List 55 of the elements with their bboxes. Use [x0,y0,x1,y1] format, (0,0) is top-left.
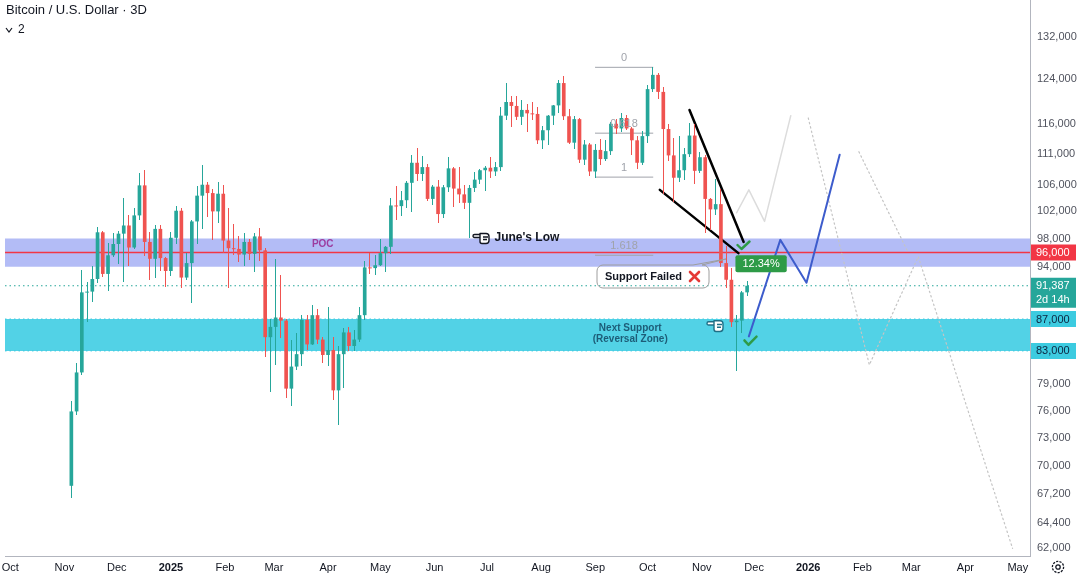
y-tick-label: 62,000 [1037,541,1071,554]
y-tick-label: 102,000 [1037,204,1077,217]
series-label: 0 [620,51,628,64]
y-tick-label: 64,400 [1037,515,1071,528]
x-tick-label: Mar [901,560,922,573]
chart-title: Bitcoin / U.S. Dollar · 3D [6,1,147,17]
ref-line-label: 96,000 [1036,245,1070,258]
x-tick-label: Feb [852,560,872,573]
annotation: June's Low [494,230,561,245]
annotation: 2 [18,22,25,37]
x-tick-label: May [1007,560,1029,573]
series-label: 1.618 [610,239,638,252]
annotation: 12.34% [742,257,780,270]
x-tick-label: Sep [585,560,605,573]
y-tick-label: 79,000 [1037,377,1071,390]
y-tick-label: 73,000 [1037,430,1071,443]
ref-line-label: 87,000 [1036,312,1070,325]
ref-line-label: 91,387 2d 14h [1036,279,1070,306]
y-tick-label: 94,000 [1037,259,1071,272]
ref-line-label: 83,000 [1036,344,1070,357]
x-tick-label: Jul [479,560,494,573]
band-label: POC [311,237,334,249]
x-tick-label: 2026 [795,560,821,573]
y-tick-label: 124,000 [1037,72,1077,85]
annotation: Support Failed [605,269,682,282]
y-tick-label: 70,000 [1037,459,1071,472]
x-tick-label: Dec [744,560,765,573]
candlestick [326,307,330,366]
x-tick-label: Apr [319,560,337,573]
candlestick [368,253,372,274]
x-tick-label: Dec [106,560,128,573]
line-series [807,117,1014,549]
x-tick-label: Oct [639,560,657,573]
candlestick [231,224,236,255]
candlestick [394,186,398,220]
series-label: 1 [620,161,628,174]
x-tick-label: Oct [1,560,19,573]
y-tick-label: 106,000 [1037,178,1077,191]
x-tick-label: Apr [956,560,975,573]
y-tick-label: 76,000 [1037,403,1071,416]
y-tick-label: 98,000 [1037,231,1071,244]
y-tick-label: 67,200 [1037,486,1071,499]
y-tick-label: 116,000 [1037,117,1076,130]
candlestick [279,275,283,338]
x-tick-label: Jun [425,560,444,573]
x-tick-label: 2025 [158,560,184,573]
x-tick-label: Nov [54,560,75,573]
y-tick-label: 132,000 [1037,29,1077,42]
x-tick-label: Aug [531,560,551,573]
x-tick-label: May [370,560,392,573]
y-tick-label: 111,000 [1037,147,1076,160]
x-tick-label: Nov [691,560,712,573]
x-tick-label: Mar [264,560,284,573]
x-tick-label: Feb [215,560,235,573]
band-label: Next Support (Reversal Zone) [592,321,668,344]
